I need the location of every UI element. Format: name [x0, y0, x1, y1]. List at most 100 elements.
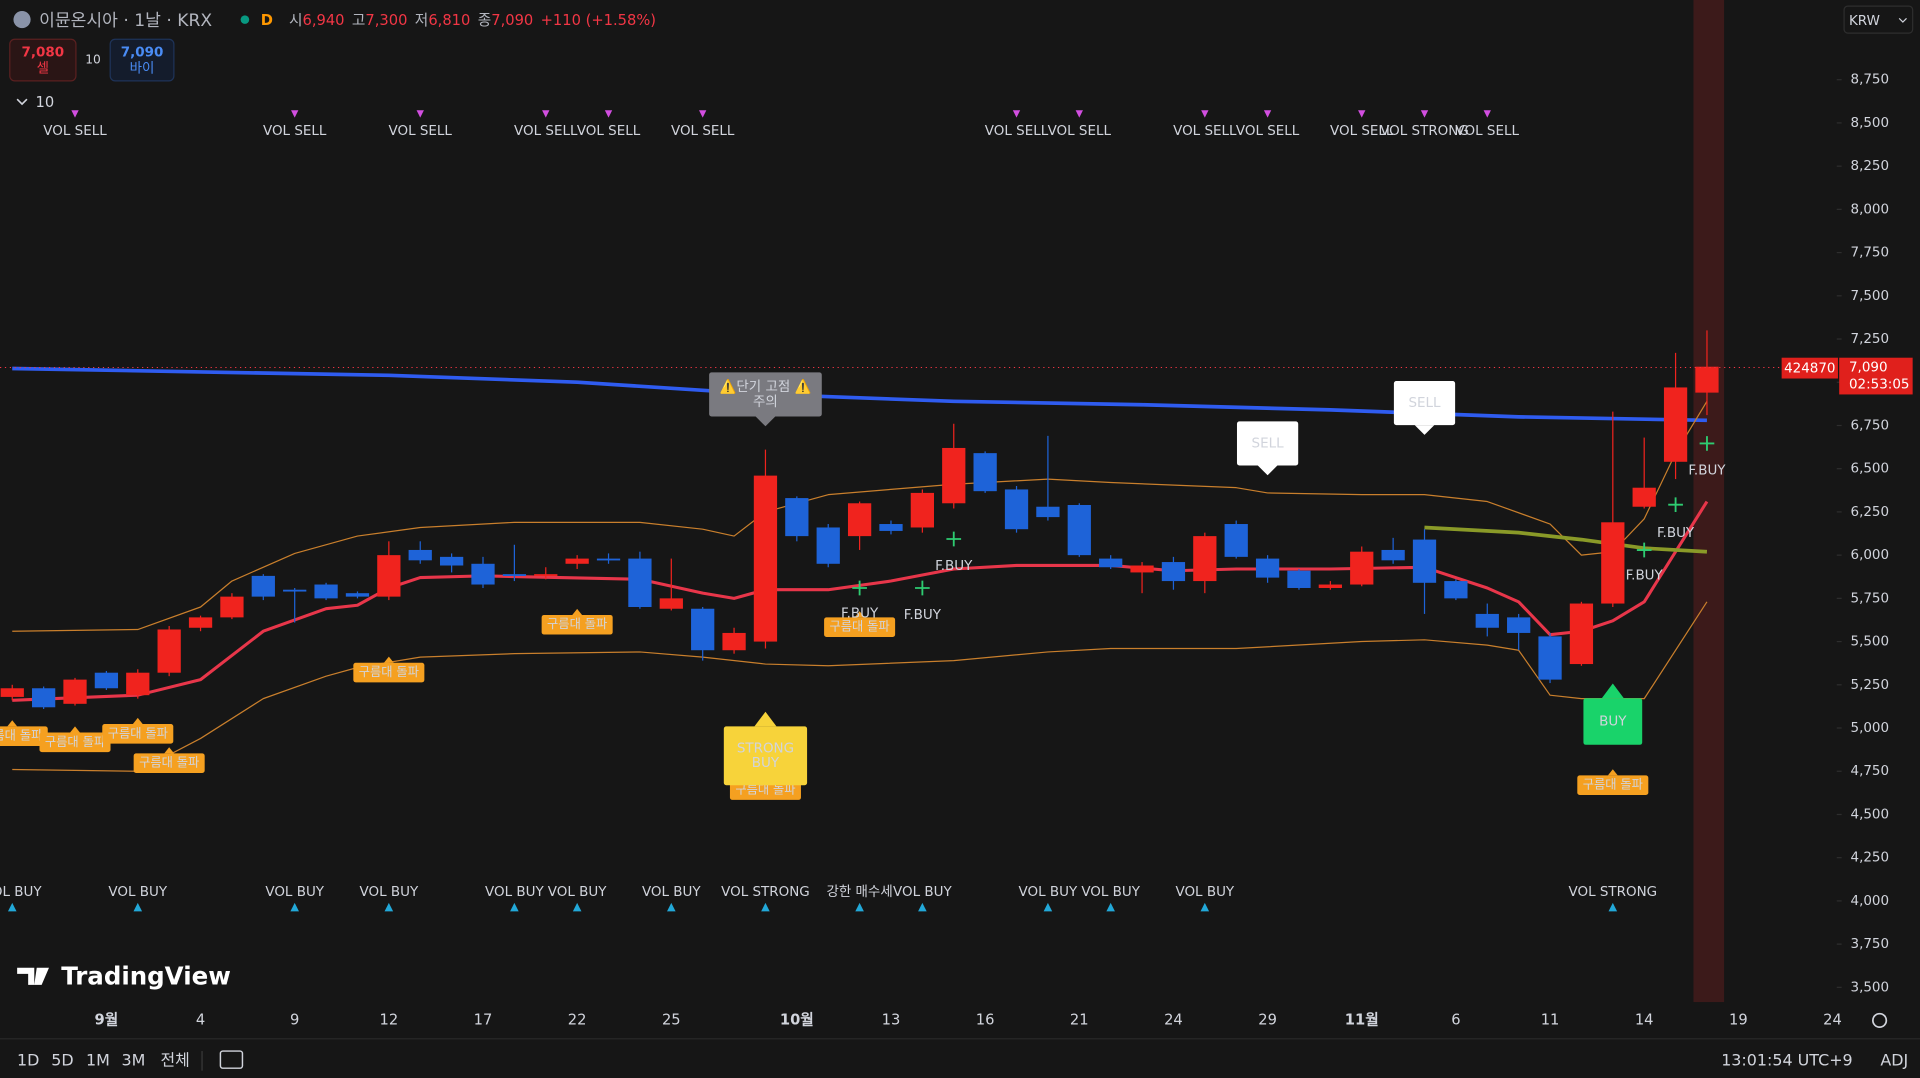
- y-tick-label: 4,500: [1851, 806, 1890, 822]
- x-tick-label: 4: [196, 1011, 205, 1028]
- y-tick-label: 6,500: [1851, 461, 1890, 477]
- x-tick-label: 16: [976, 1011, 995, 1028]
- bottom-signal: VOL BUY: [893, 884, 952, 900]
- price-tag: [1839, 357, 1913, 395]
- ohlc-value: 6,940: [302, 12, 344, 29]
- top-signal: VOL STRONG: [1380, 123, 1469, 139]
- candle-body: [1287, 570, 1311, 588]
- x-tick-label: 25: [662, 1011, 681, 1028]
- range-button[interactable]: 5D: [51, 1050, 73, 1069]
- top-signal: VOL SELL: [514, 123, 578, 139]
- candle-body: [1538, 636, 1562, 680]
- sell-button[interactable]: [9, 38, 77, 82]
- sell-marker: [1483, 110, 1491, 118]
- callout-box: [1236, 421, 1299, 466]
- buy-marker: [384, 902, 394, 912]
- bottom-signal: VOL STRONG: [1569, 884, 1658, 900]
- y-tick-label: 4,750: [1851, 763, 1890, 779]
- candle-body: [1130, 565, 1154, 573]
- candle-body: [283, 589, 307, 592]
- candle-body: [502, 574, 527, 576]
- fbuy-label: F.BUY: [935, 558, 973, 574]
- buy-marker: [133, 902, 143, 912]
- candle-body: [345, 593, 370, 597]
- bottom-signal: VOL BUY: [642, 884, 701, 900]
- sell-marker: [699, 110, 707, 118]
- sell-marker: [416, 110, 424, 118]
- currency-button[interactable]: [1843, 5, 1914, 34]
- breakout-box: [1577, 775, 1649, 796]
- sell-marker: [1075, 110, 1083, 118]
- ohlc-label: 종: [478, 12, 492, 29]
- buy-label: 바이: [130, 61, 155, 77]
- x-tick-label: 19: [1729, 1011, 1748, 1028]
- buy-button[interactable]: [109, 38, 175, 82]
- y-tick-label: 8,000: [1851, 201, 1890, 217]
- x-tick-label: 11월: [1345, 1011, 1379, 1028]
- y-tick-label: 3,750: [1851, 936, 1890, 952]
- volume-tag: [1781, 357, 1838, 379]
- breakout-label: 구름대 돌파: [1583, 778, 1643, 792]
- candle-body: [1444, 581, 1468, 599]
- symbol: 이뮨온시아 · 1날 · KRX: [39, 11, 212, 31]
- indicator-line: [12, 500, 1709, 702]
- y-tick-label: 8,250: [1851, 158, 1890, 174]
- breakout-label: 구름대 돌파: [547, 617, 607, 631]
- collapse-count: 10: [36, 94, 55, 111]
- candle-body: [377, 555, 401, 597]
- candle-body: [1067, 505, 1091, 556]
- top-signal: VOL SELL: [985, 123, 1049, 139]
- range-button[interactable]: 전체: [160, 1050, 189, 1069]
- candle-body: [408, 549, 432, 561]
- y-tick-label: 7,250: [1851, 331, 1890, 347]
- candle-body: [1663, 387, 1688, 462]
- highlight-band: [1693, 0, 1725, 1003]
- logo: TradingView: [61, 962, 231, 991]
- interval: D: [261, 12, 273, 29]
- x-tick-label: 24: [1823, 1011, 1842, 1028]
- candle-body: [596, 558, 621, 561]
- callout-box: [723, 726, 808, 786]
- candle-body: [722, 632, 746, 651]
- adjust[interactable]: ADJ: [1880, 1050, 1908, 1069]
- settings-icon[interactable]: [1872, 1012, 1888, 1029]
- sell-marker: [291, 110, 299, 118]
- x-tick-label: 10월: [780, 1011, 814, 1028]
- callout-pointer: [1257, 465, 1278, 476]
- callout-text: 주의: [753, 394, 778, 410]
- callout-text: SELL: [1252, 435, 1285, 451]
- x-tick-label: 17: [474, 1011, 493, 1028]
- top-signal: VOL SELL: [389, 123, 453, 139]
- y-tick-label: 4,000: [1851, 893, 1890, 909]
- range-button[interactable]: 3M: [122, 1050, 146, 1069]
- range-button[interactable]: 1D: [17, 1050, 39, 1069]
- candle-body: [1099, 558, 1123, 568]
- candle-body: [220, 596, 244, 618]
- x-tick-label: 11: [1541, 1011, 1560, 1028]
- buy-price: 7,090: [121, 45, 164, 61]
- top-signal: VOL SELL: [1236, 123, 1300, 139]
- date-range-icon[interactable]: [219, 1050, 244, 1069]
- candle-body: [1601, 522, 1625, 604]
- candle-body: [1004, 489, 1029, 530]
- symbol-icon: [13, 11, 31, 29]
- range-button[interactable]: 1M: [86, 1050, 110, 1069]
- candle-body: [1161, 562, 1186, 582]
- ohlc: 시6,940 고7,300 저6,810 종7,090 +110 (+1.58%): [289, 12, 656, 29]
- callout-box: [1583, 698, 1643, 745]
- candle-body: [973, 453, 997, 492]
- indicator-line: [12, 601, 1708, 772]
- ohlc-value: 7,300: [365, 12, 407, 29]
- breakout-label: 구름대 돌파: [108, 726, 168, 740]
- top-signal: VOL SELL: [671, 123, 735, 139]
- currency: KRW: [1849, 13, 1880, 29]
- buy-marker: [572, 902, 582, 912]
- buy-marker: [761, 902, 770, 912]
- plot-area: VOL SELL VOL SELL VOL SELL VOL SELL VOL SELL…: [0, 110, 1726, 912]
- candle-body: [1632, 487, 1656, 507]
- volume-tag-text: 424870: [1784, 361, 1835, 377]
- top-signal: VOL SELL: [263, 123, 327, 139]
- y-tick-label: 5,250: [1851, 677, 1890, 693]
